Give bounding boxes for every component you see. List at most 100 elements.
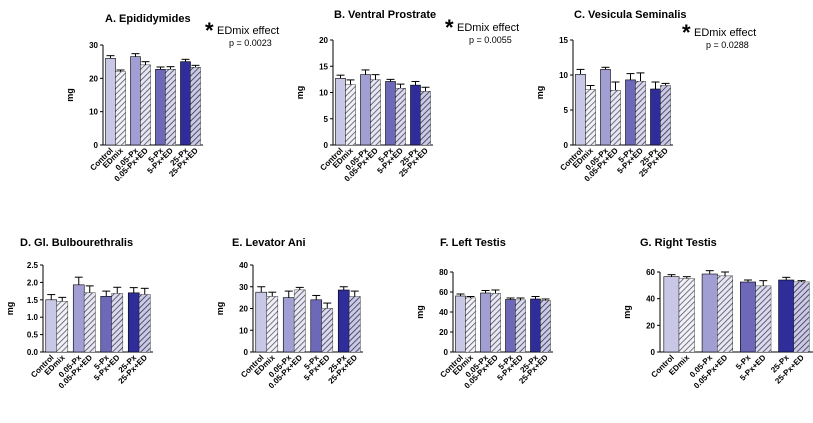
bar-0.05-Px xyxy=(72,284,85,353)
bar-hatch xyxy=(717,276,733,352)
panel-title: E. Levator Ani xyxy=(232,237,306,249)
y-axis-label: mg xyxy=(295,86,305,100)
bar-hatch xyxy=(294,290,306,352)
panel-6: G. Right Testismg0204060ControlEDmix0.05… xyxy=(622,237,813,390)
bar-hatch xyxy=(139,294,151,352)
y-tick-label: 60 xyxy=(439,288,448,297)
panel-0: A. Epididymidesmg0102030ControlEDmix0.05… xyxy=(65,13,279,183)
bar-0.05-Px xyxy=(600,69,611,146)
y-tick-label: 10 xyxy=(89,108,98,117)
panel-title: G. Right Testis xyxy=(640,237,717,249)
effect-label: EDmix effect xyxy=(694,27,756,39)
bar-hatch xyxy=(679,278,695,352)
bar-0.05-Px xyxy=(480,292,491,353)
bar-hatch xyxy=(56,301,68,352)
panel-title: C. Vesicula Seminalis xyxy=(574,9,687,21)
y-tick-label: 5 xyxy=(324,115,329,124)
bar-hatch xyxy=(349,296,361,352)
bar-Control xyxy=(455,295,466,353)
bar-25-Px xyxy=(778,279,795,353)
bar-hatch xyxy=(84,292,96,352)
bar-hatch xyxy=(755,286,771,352)
panel-title: B. Ventral Prostrate xyxy=(334,9,436,21)
bar-Control xyxy=(575,74,586,146)
bar-25-Px xyxy=(530,298,541,353)
bar-5-Px xyxy=(385,81,396,146)
bar-0.05-Px xyxy=(282,297,295,353)
y-tick-label: 0.0 xyxy=(27,348,39,357)
p-value: p = 0.0288 xyxy=(706,40,749,50)
bar-hatch xyxy=(635,81,646,145)
y-tick-label: 0.5 xyxy=(27,331,39,340)
y-tick-label: 20 xyxy=(646,321,655,330)
bar-hatch xyxy=(610,90,621,145)
bar-0.05-Px xyxy=(130,56,141,146)
significance-star: * xyxy=(445,15,454,40)
bar-hatch xyxy=(793,282,810,352)
bar-5-Px xyxy=(310,299,323,353)
y-tick-label: 20 xyxy=(239,305,248,314)
bar-hatch xyxy=(490,293,501,352)
bar-5-Px xyxy=(155,69,166,146)
y-tick-label: 2.5 xyxy=(27,261,39,270)
bar-5-Px xyxy=(625,79,636,146)
y-axis-label: mg xyxy=(535,86,545,100)
bar-hatch xyxy=(540,300,551,352)
effect-label: EDmix effect xyxy=(217,25,279,37)
panel-title: D. Gl. Bulbourethralis xyxy=(20,237,133,249)
y-tick-label: 80 xyxy=(439,268,448,277)
y-tick-label: 15 xyxy=(319,62,328,71)
bar-Control xyxy=(663,276,680,353)
y-tick-label: 30 xyxy=(239,283,248,292)
y-tick-label: 2.0 xyxy=(27,278,39,287)
y-tick-label: 40 xyxy=(646,295,655,304)
y-tick-label: 10 xyxy=(559,71,568,80)
bar-Control xyxy=(255,291,268,353)
bar-hatch xyxy=(515,300,526,352)
bar-25-Px xyxy=(410,84,421,146)
y-tick-label: 10 xyxy=(319,89,328,98)
y-tick-label: 20 xyxy=(319,36,328,45)
y-tick-label: 10 xyxy=(239,326,248,335)
y-tick-label: 60 xyxy=(646,268,655,277)
bar-hatch xyxy=(321,308,333,352)
significance-star: * xyxy=(682,20,691,45)
y-tick-label: 40 xyxy=(439,308,448,317)
bar-25-Px xyxy=(337,289,350,353)
y-tick-label: 0 xyxy=(244,348,249,357)
y-tick-label: 0 xyxy=(324,141,329,150)
y-tick-label: 0 xyxy=(444,348,449,357)
bar-hatch xyxy=(660,85,671,145)
y-axis-label: mg xyxy=(5,302,15,316)
y-axis-label: mg xyxy=(415,305,425,319)
panel-1: B. Ventral Prostratemg05101520ControlEDm… xyxy=(295,9,519,183)
p-value: p = 0.0023 xyxy=(229,38,272,48)
bar-Control xyxy=(335,78,346,146)
bar-hatch xyxy=(190,67,201,145)
bar-hatch xyxy=(420,91,431,145)
y-tick-label: 0 xyxy=(564,141,569,150)
y-tick-label: 5 xyxy=(564,106,569,115)
significance-star: * xyxy=(205,18,214,43)
y-tick-label: 20 xyxy=(439,328,448,337)
y-axis-label: mg xyxy=(215,302,225,316)
bar-hatch xyxy=(395,88,406,145)
bar-hatch xyxy=(266,296,278,352)
bar-25-Px xyxy=(180,61,191,146)
y-tick-label: 15 xyxy=(559,36,568,45)
bar-hatch xyxy=(585,89,596,145)
bar-5-Px xyxy=(100,296,113,353)
bar-5-Px xyxy=(505,299,516,353)
bar-0.05-Px xyxy=(360,74,371,146)
panel-4: E. Levator Animg010203040ControlEDmix0.0… xyxy=(215,237,363,390)
bar-hatch xyxy=(115,71,126,145)
bar-hatch xyxy=(111,293,123,352)
bar-hatch xyxy=(465,298,476,352)
y-tick-label: 0 xyxy=(651,348,656,357)
panel-2: C. Vesicula Seminalismg051015ControlEDmi… xyxy=(535,9,756,183)
bar-25-Px xyxy=(127,292,140,353)
panel-title: F. Left Testis xyxy=(440,237,506,249)
panel-3: D. Gl. Bulbourethralis mg 0.0 0.5 1.0 1.5 2.0 2… xyxy=(5,237,153,390)
bar-25-Px xyxy=(650,88,661,146)
